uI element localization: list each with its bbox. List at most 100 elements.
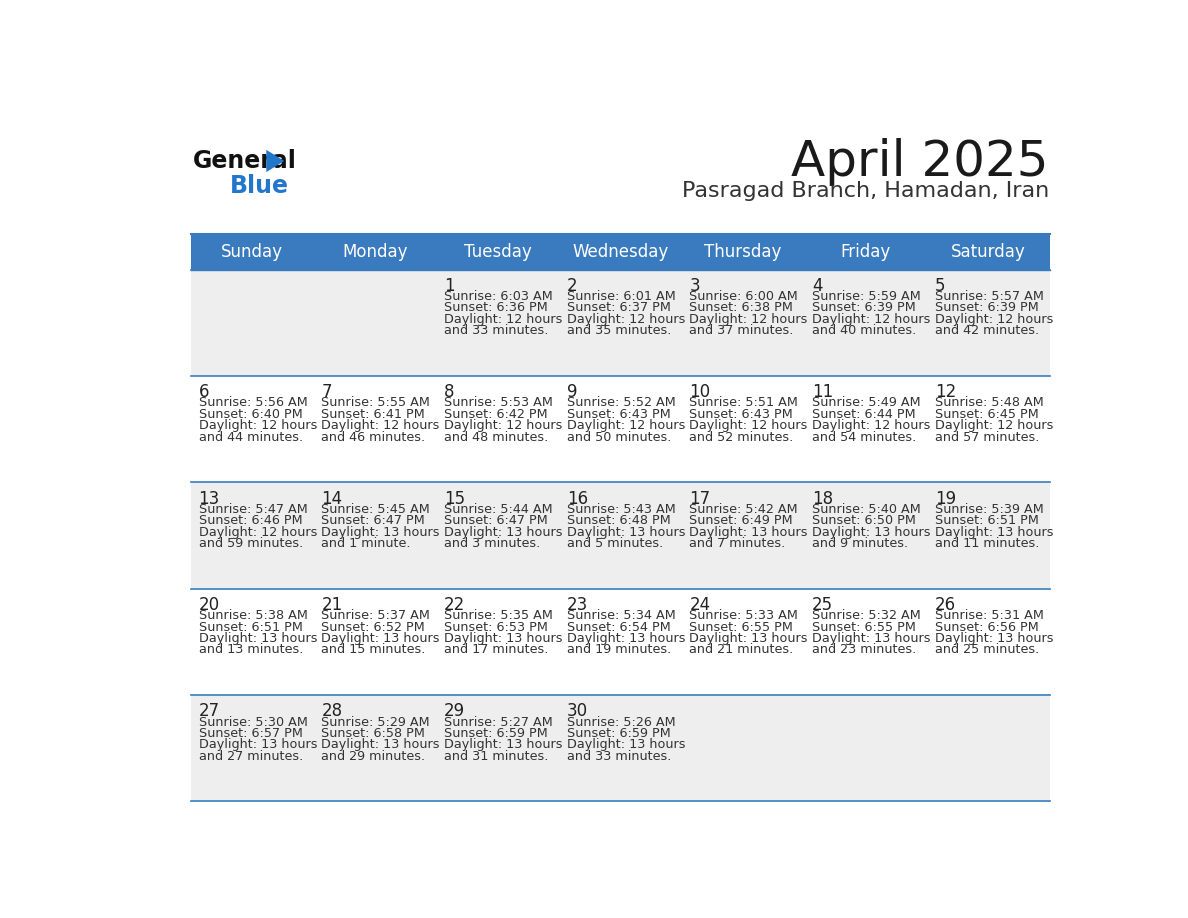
Text: Daylight: 13 hours: Daylight: 13 hours — [444, 738, 563, 751]
Text: Sunrise: 5:43 AM: Sunrise: 5:43 AM — [567, 503, 676, 516]
Text: Sunrise: 5:31 AM: Sunrise: 5:31 AM — [935, 610, 1044, 622]
Text: Daylight: 13 hours: Daylight: 13 hours — [567, 632, 685, 645]
Text: Sunrise: 5:34 AM: Sunrise: 5:34 AM — [567, 610, 676, 622]
Text: Sunrise: 5:38 AM: Sunrise: 5:38 AM — [198, 610, 308, 622]
Text: Sunset: 6:52 PM: Sunset: 6:52 PM — [321, 621, 425, 633]
Text: Sunrise: 5:37 AM: Sunrise: 5:37 AM — [321, 610, 430, 622]
Text: and 17 minutes.: and 17 minutes. — [444, 644, 549, 656]
Text: Sunrise: 5:44 AM: Sunrise: 5:44 AM — [444, 503, 552, 516]
Text: Daylight: 12 hours: Daylight: 12 hours — [689, 420, 808, 432]
Text: Sunrise: 5:48 AM: Sunrise: 5:48 AM — [935, 397, 1043, 409]
Text: 25: 25 — [813, 596, 833, 614]
Bar — [191, 270, 1050, 376]
Text: and 27 minutes.: and 27 minutes. — [198, 750, 303, 763]
Text: Daylight: 12 hours: Daylight: 12 hours — [813, 420, 930, 432]
Text: Sunrise: 5:52 AM: Sunrise: 5:52 AM — [567, 397, 676, 409]
Text: Daylight: 13 hours: Daylight: 13 hours — [689, 632, 808, 645]
Text: Sunset: 6:45 PM: Sunset: 6:45 PM — [935, 408, 1038, 420]
Text: Sunset: 6:43 PM: Sunset: 6:43 PM — [689, 408, 794, 420]
Text: Daylight: 12 hours: Daylight: 12 hours — [198, 526, 317, 539]
Text: and 13 minutes.: and 13 minutes. — [198, 644, 303, 656]
Text: Daylight: 13 hours: Daylight: 13 hours — [444, 632, 563, 645]
Text: Sunset: 6:43 PM: Sunset: 6:43 PM — [567, 408, 670, 420]
Text: Monday: Monday — [342, 242, 407, 261]
Text: 12: 12 — [935, 384, 956, 401]
Text: Sunset: 6:58 PM: Sunset: 6:58 PM — [321, 727, 425, 740]
Text: Sunrise: 5:51 AM: Sunrise: 5:51 AM — [689, 397, 798, 409]
Text: 8: 8 — [444, 384, 455, 401]
Text: Sunset: 6:55 PM: Sunset: 6:55 PM — [813, 621, 916, 633]
Text: 22: 22 — [444, 596, 466, 614]
Text: 28: 28 — [321, 702, 342, 721]
Text: and 9 minutes.: and 9 minutes. — [813, 537, 909, 550]
Text: 3: 3 — [689, 277, 700, 295]
Text: Daylight: 13 hours: Daylight: 13 hours — [567, 738, 685, 751]
Text: Sunset: 6:50 PM: Sunset: 6:50 PM — [813, 514, 916, 527]
Text: Daylight: 12 hours: Daylight: 12 hours — [813, 313, 930, 326]
Text: Blue: Blue — [230, 174, 289, 197]
Text: and 1 minute.: and 1 minute. — [321, 537, 411, 550]
Text: 10: 10 — [689, 384, 710, 401]
Text: Sunset: 6:57 PM: Sunset: 6:57 PM — [198, 727, 303, 740]
Text: General: General — [192, 149, 297, 173]
Text: Sunrise: 5:40 AM: Sunrise: 5:40 AM — [813, 503, 921, 516]
Text: Daylight: 12 hours: Daylight: 12 hours — [567, 313, 685, 326]
Text: Sunset: 6:56 PM: Sunset: 6:56 PM — [935, 621, 1038, 633]
Text: Sunset: 6:41 PM: Sunset: 6:41 PM — [321, 408, 425, 420]
Text: Daylight: 12 hours: Daylight: 12 hours — [935, 313, 1054, 326]
Text: Sunset: 6:55 PM: Sunset: 6:55 PM — [689, 621, 794, 633]
Text: Daylight: 13 hours: Daylight: 13 hours — [321, 632, 440, 645]
Text: Daylight: 13 hours: Daylight: 13 hours — [567, 526, 685, 539]
Text: and 23 minutes.: and 23 minutes. — [813, 644, 916, 656]
Text: and 52 minutes.: and 52 minutes. — [689, 431, 794, 443]
Text: Daylight: 12 hours: Daylight: 12 hours — [321, 420, 440, 432]
Text: Sunrise: 5:55 AM: Sunrise: 5:55 AM — [321, 397, 430, 409]
Text: Sunrise: 5:30 AM: Sunrise: 5:30 AM — [198, 715, 308, 729]
Text: Sunrise: 5:33 AM: Sunrise: 5:33 AM — [689, 610, 798, 622]
Text: Daylight: 12 hours: Daylight: 12 hours — [444, 420, 562, 432]
Text: and 46 minutes.: and 46 minutes. — [321, 431, 425, 443]
Text: Daylight: 12 hours: Daylight: 12 hours — [444, 313, 562, 326]
Text: and 48 minutes.: and 48 minutes. — [444, 431, 549, 443]
Text: Wednesday: Wednesday — [573, 242, 669, 261]
Text: Sunrise: 5:35 AM: Sunrise: 5:35 AM — [444, 610, 552, 622]
Text: Daylight: 13 hours: Daylight: 13 hours — [321, 526, 440, 539]
Text: Sunset: 6:51 PM: Sunset: 6:51 PM — [935, 514, 1038, 527]
Text: 19: 19 — [935, 489, 956, 508]
Text: and 44 minutes.: and 44 minutes. — [198, 431, 303, 443]
Text: Daylight: 13 hours: Daylight: 13 hours — [813, 526, 930, 539]
Bar — [191, 588, 1050, 695]
Text: April 2025: April 2025 — [791, 139, 1049, 186]
Text: Pasragad Branch, Hamadan, Iran: Pasragad Branch, Hamadan, Iran — [682, 181, 1049, 201]
Text: Sunset: 6:59 PM: Sunset: 6:59 PM — [567, 727, 670, 740]
Text: Daylight: 13 hours: Daylight: 13 hours — [198, 738, 317, 751]
Text: 7: 7 — [321, 384, 331, 401]
Text: 11: 11 — [813, 384, 834, 401]
Text: 9: 9 — [567, 384, 577, 401]
Text: Sunset: 6:42 PM: Sunset: 6:42 PM — [444, 408, 548, 420]
Text: Daylight: 12 hours: Daylight: 12 hours — [198, 420, 317, 432]
Text: and 35 minutes.: and 35 minutes. — [567, 324, 671, 337]
Text: 29: 29 — [444, 702, 466, 721]
Text: Saturday: Saturday — [952, 242, 1026, 261]
Bar — [191, 695, 1050, 801]
Text: 21: 21 — [321, 596, 342, 614]
Text: Sunset: 6:39 PM: Sunset: 6:39 PM — [813, 301, 916, 315]
Polygon shape — [266, 150, 284, 173]
Text: Tuesday: Tuesday — [463, 242, 531, 261]
Text: Sunrise: 5:57 AM: Sunrise: 5:57 AM — [935, 290, 1044, 303]
Text: 30: 30 — [567, 702, 588, 721]
Text: 4: 4 — [813, 277, 822, 295]
Bar — [191, 482, 1050, 588]
Text: Sunset: 6:53 PM: Sunset: 6:53 PM — [444, 621, 548, 633]
Text: 1: 1 — [444, 277, 455, 295]
Text: 27: 27 — [198, 702, 220, 721]
Text: Sunrise: 5:26 AM: Sunrise: 5:26 AM — [567, 715, 675, 729]
Text: 18: 18 — [813, 489, 833, 508]
Text: Sunset: 6:38 PM: Sunset: 6:38 PM — [689, 301, 794, 315]
Text: and 29 minutes.: and 29 minutes. — [321, 750, 425, 763]
Text: 14: 14 — [321, 489, 342, 508]
Text: and 40 minutes.: and 40 minutes. — [813, 324, 916, 337]
Text: Friday: Friday — [841, 242, 891, 261]
Text: Sunset: 6:39 PM: Sunset: 6:39 PM — [935, 301, 1038, 315]
